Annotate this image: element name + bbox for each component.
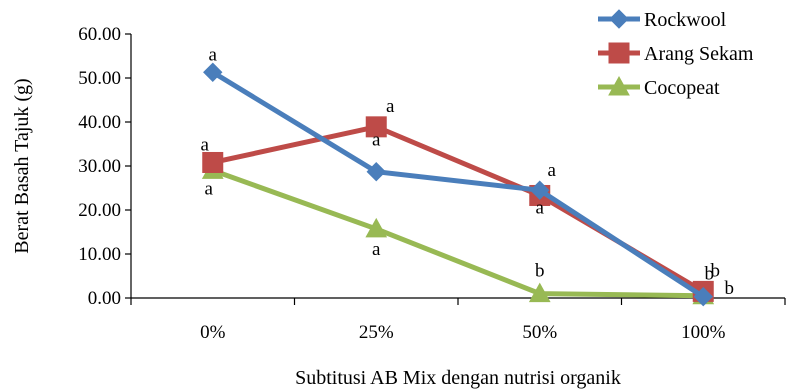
series-arang-sekam: [202, 116, 714, 302]
data-point: [202, 151, 224, 173]
legend: Rockwool Arang Sekam Cocopeat: [598, 9, 754, 99]
legend-item-rockwool: Rockwool: [598, 9, 727, 31]
significance-label: a: [536, 197, 545, 218]
data-point: [528, 282, 551, 303]
significance-label: a: [372, 239, 381, 260]
y-tick-label: 50.00: [78, 68, 121, 89]
x-tick-label: 0%: [200, 322, 226, 343]
significance-label: a: [372, 130, 381, 151]
data-point: [366, 162, 386, 182]
axes: 0.00 10.00 20.00 30.00 40.00 50.00 60.00 0% 25% 5…: [78, 24, 786, 343]
data-point: [203, 62, 223, 82]
x-tick-label: 100%: [681, 322, 726, 343]
y-tick-label: 30.00: [78, 156, 121, 177]
y-tick-label: 10.00: [78, 244, 121, 265]
x-tick-label: 25%: [359, 322, 394, 343]
significance-label: a: [209, 44, 218, 65]
legend-swatch-marker: [608, 42, 630, 64]
legend-item-arang-sekam: Arang Sekam: [598, 42, 754, 65]
data-point: [693, 286, 713, 307]
significance-label: b: [705, 264, 715, 285]
significance-label: b: [711, 260, 721, 281]
series-rockwool: [203, 62, 713, 307]
legend-swatch-marker: [609, 9, 629, 29]
series-line: [212, 124, 705, 294]
data-point: [365, 116, 387, 138]
series-line: [211, 70, 705, 299]
legend-label: Rockwool: [644, 9, 727, 31]
data-point: [530, 180, 550, 200]
y-axis-title: Berat Basah Tajuk (g): [11, 78, 33, 253]
significance-label: a: [201, 134, 210, 155]
y-tick-label: 0.00: [88, 288, 121, 309]
significance-label: a: [386, 96, 395, 117]
legend-swatch-marker: [608, 75, 630, 96]
series-layer: [201, 62, 715, 307]
y-tick-label: 60.00: [78, 24, 121, 45]
data-point: [365, 217, 388, 238]
legend-item-cocopeat: Cocopeat: [598, 75, 720, 99]
significance-label: b: [535, 261, 545, 282]
legend-label: Arang Sekam: [644, 43, 754, 65]
x-tick-label: 50%: [522, 322, 557, 343]
y-tick-label: 40.00: [78, 112, 121, 133]
x-axis-title: Subtitusi AB Mix dengan nutrisi organik: [295, 367, 621, 389]
significance-label: a: [205, 178, 214, 199]
series-line: [211, 168, 704, 299]
legend-label: Cocopeat: [644, 77, 720, 99]
significance-label: b: [725, 278, 735, 299]
y-tick-label: 20.00: [78, 200, 121, 221]
significance-label: a: [548, 160, 557, 181]
